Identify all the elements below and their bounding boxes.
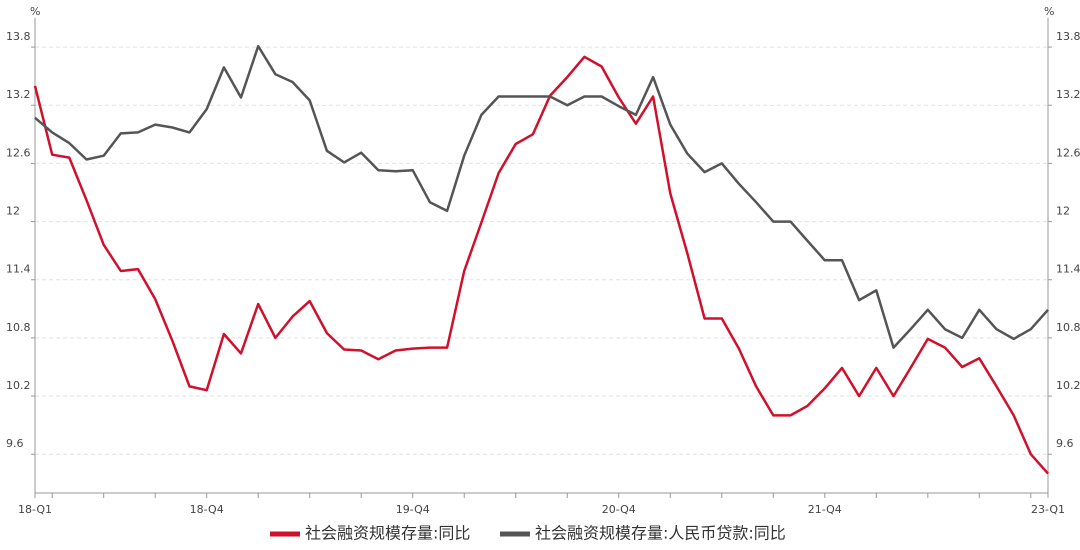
y2-tick-label: 11.4 bbox=[1056, 263, 1080, 276]
y2-tick-label: 9.6 bbox=[1056, 437, 1074, 450]
y-unit: % bbox=[30, 5, 40, 18]
y-tick-label: 13.8 bbox=[6, 30, 31, 43]
x-tick-label: 21-Q4 bbox=[808, 503, 842, 516]
y2-unit: % bbox=[1044, 5, 1054, 18]
y2-tick-label: 10.2 bbox=[1056, 379, 1080, 392]
y-tick-label: 12.6 bbox=[6, 146, 31, 159]
x-tick-label: 23-Q1 bbox=[1031, 503, 1065, 516]
x-tick-label: 18-Q1 bbox=[18, 503, 52, 516]
legend-label: 社会融资规模存量:人民币贷款:同比 bbox=[535, 524, 786, 543]
x-tick-label: 19-Q4 bbox=[396, 503, 430, 516]
y-tick-label: 12 bbox=[6, 205, 20, 218]
y2-tick-label: 12 bbox=[1056, 205, 1070, 218]
y2-tick-label: 10.8 bbox=[1056, 321, 1080, 334]
y-tick-label: 10.2 bbox=[6, 379, 31, 392]
y-tick-label: 9.6 bbox=[6, 437, 24, 450]
series-line bbox=[34, 44, 1049, 349]
y-tick-label: 11.4 bbox=[6, 263, 31, 276]
x-tick-label: 20-Q4 bbox=[602, 503, 636, 516]
y2-tick-label: 13.2 bbox=[1056, 88, 1080, 101]
x-tick-label: 18-Q4 bbox=[190, 503, 224, 516]
y-tick-label: 13.2 bbox=[6, 88, 31, 101]
y-tick-label: 10.8 bbox=[6, 321, 31, 334]
y2-tick-label: 13.8 bbox=[1056, 30, 1080, 43]
legend-label: 社会融资规模存量:同比 bbox=[305, 524, 470, 543]
y2-tick-label: 12.6 bbox=[1056, 146, 1080, 159]
series-line bbox=[33, 55, 1049, 475]
